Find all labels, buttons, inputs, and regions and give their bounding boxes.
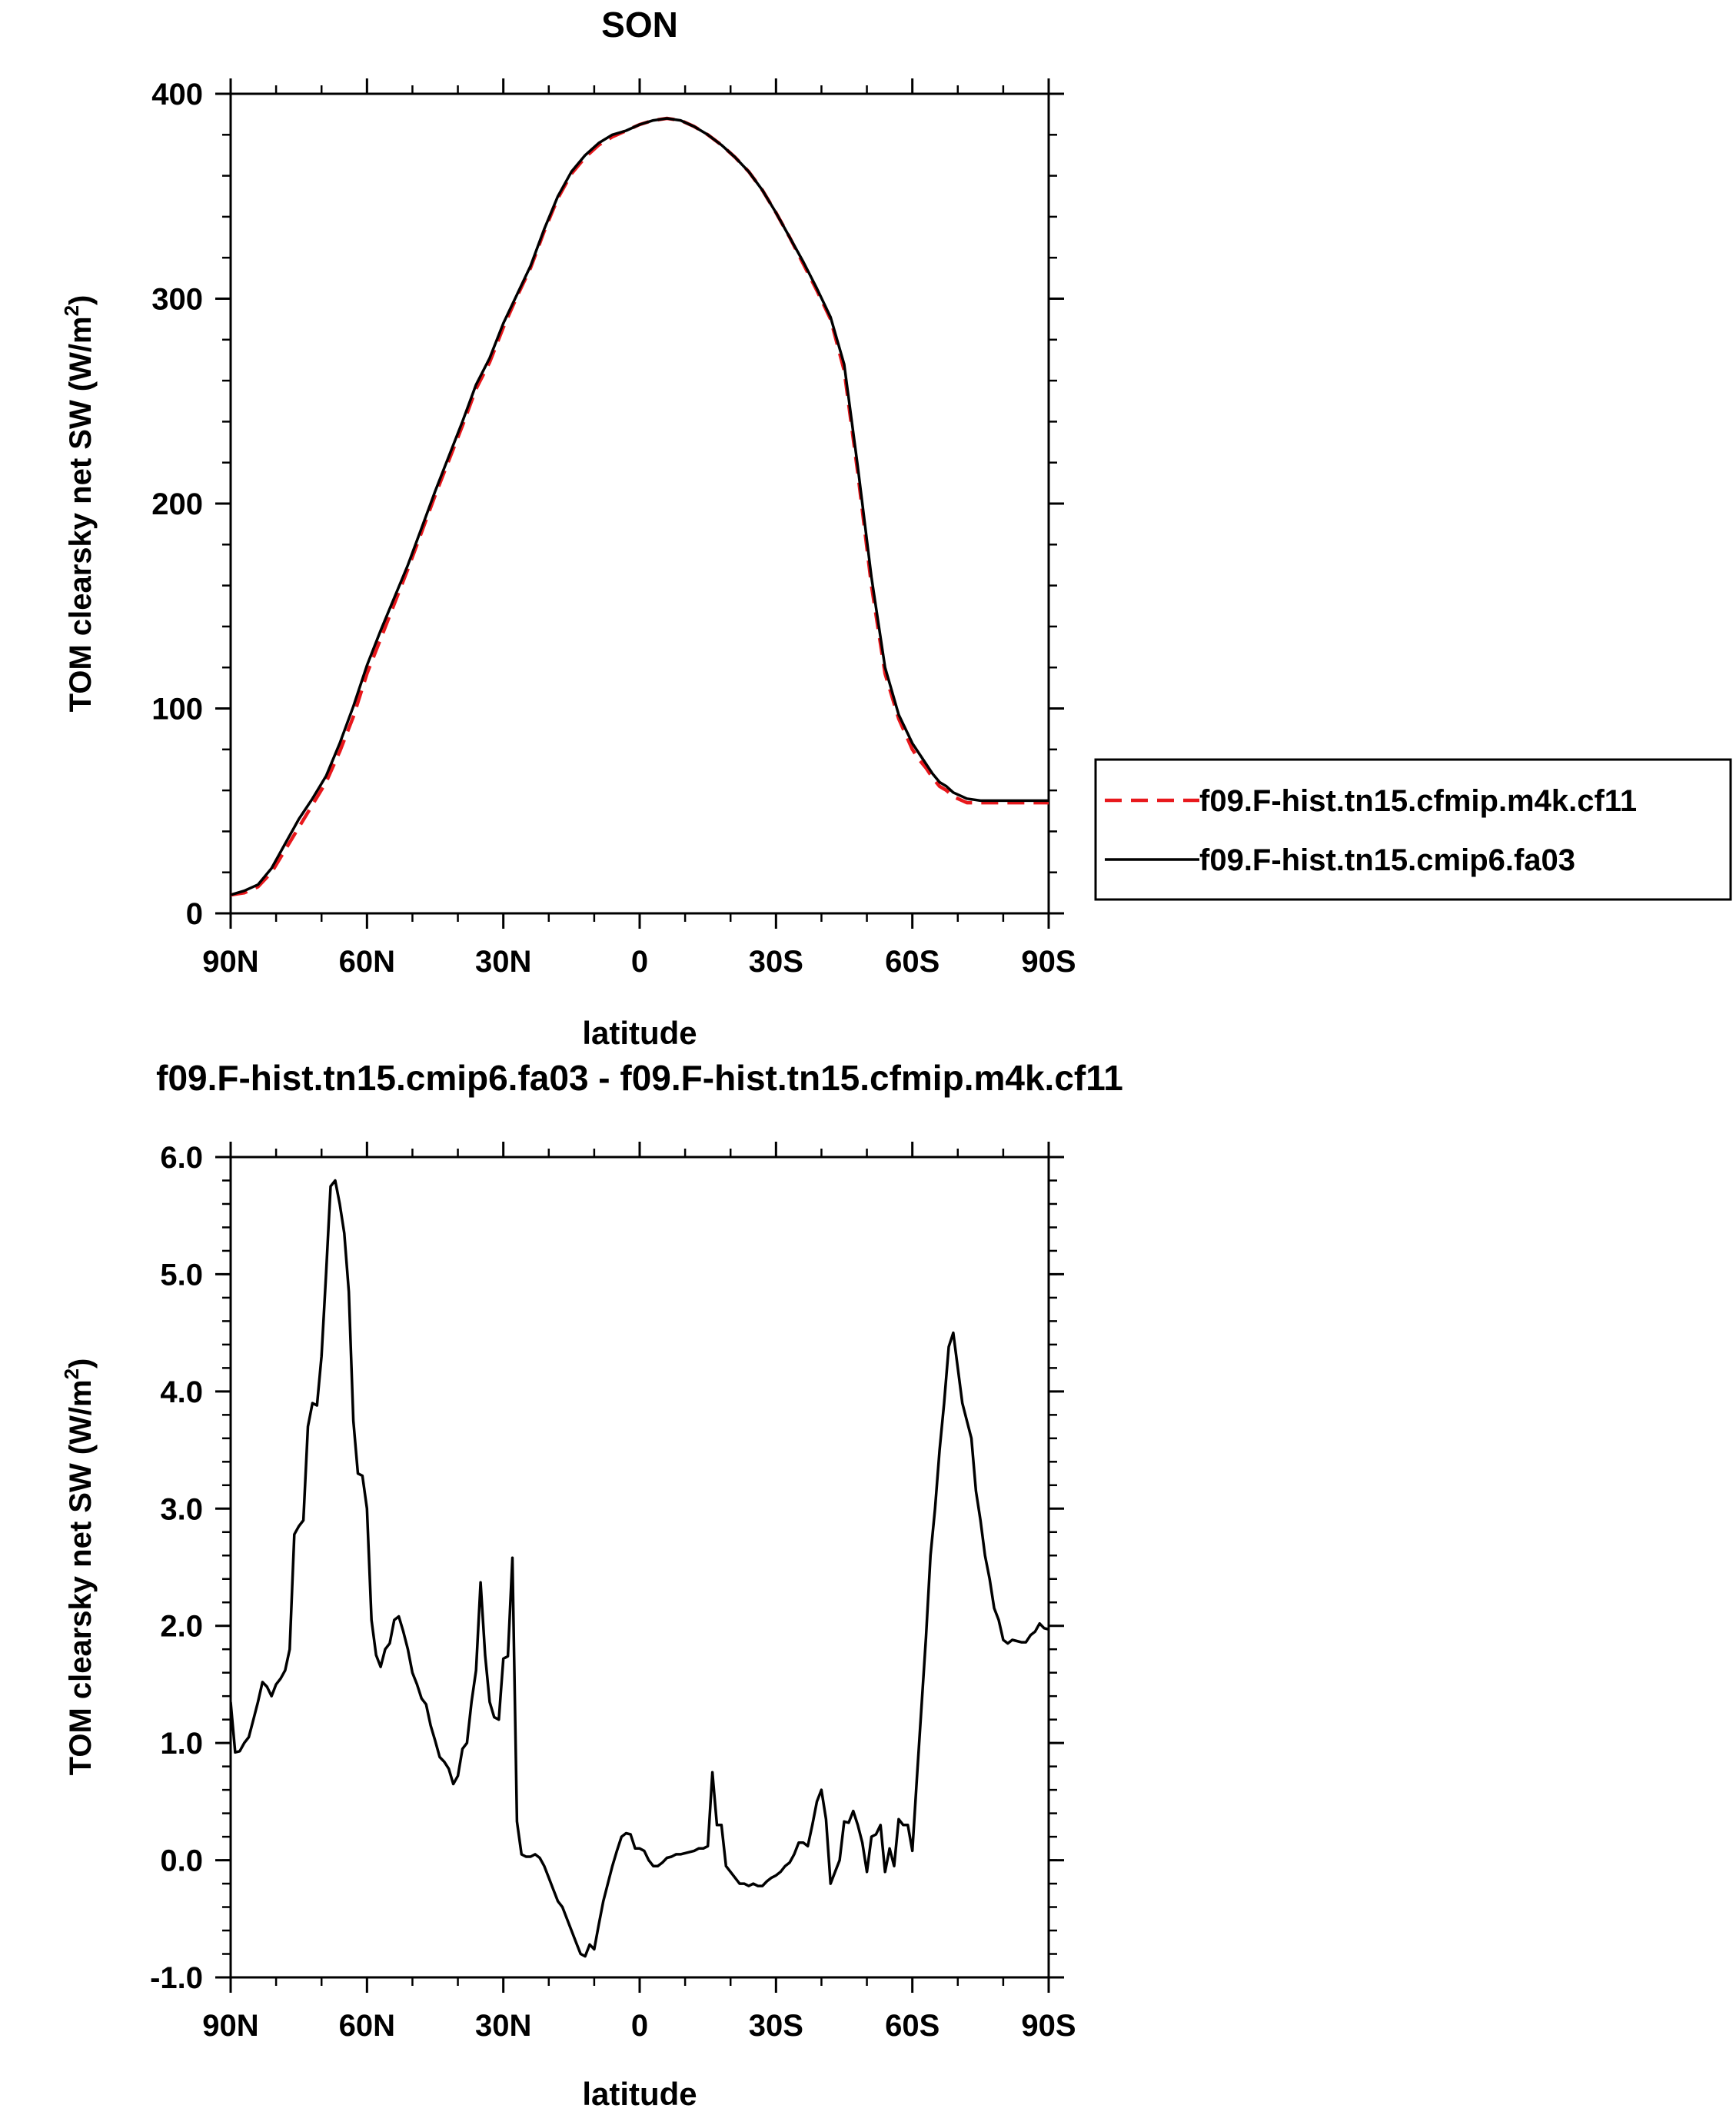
y-axis-label-close: ) bbox=[64, 1358, 98, 1368]
y-tick-label: 6.0 bbox=[160, 1141, 203, 1175]
legend-box bbox=[1094, 758, 1732, 901]
plot-frame bbox=[229, 92, 1050, 915]
legend-label-2: f09.F-hist.tn15.cmip6.fa03 bbox=[1199, 843, 1575, 877]
x-tick-label: 60S bbox=[885, 945, 940, 979]
y-tick-label: 5.0 bbox=[160, 1258, 203, 1292]
y-tick-label: 4.0 bbox=[160, 1375, 203, 1409]
x-tick-label: 90S bbox=[1021, 945, 1076, 979]
y-axis-label-close: ) bbox=[64, 295, 98, 305]
x-tick-label: 90S bbox=[1021, 2009, 1076, 2043]
x-tick-label: 90N bbox=[202, 945, 258, 979]
y-axis-label-main: TOM clearsky net SW (W/m bbox=[64, 316, 98, 712]
y-tick-label: 100 bbox=[151, 693, 203, 727]
x-tick-label: 0 bbox=[631, 945, 648, 979]
y-tick-label: 3.0 bbox=[160, 1492, 203, 1526]
plot-frame bbox=[229, 1156, 1050, 1979]
series-line-2 bbox=[231, 117, 1049, 896]
x-tick-label: 60N bbox=[339, 945, 395, 979]
y-tick-label: 1.0 bbox=[160, 1727, 203, 1761]
x-tick-label: 90N bbox=[202, 2009, 258, 2043]
x-tick-label: 30S bbox=[749, 945, 803, 979]
chart-title: SON bbox=[601, 5, 678, 45]
y-tick-label: 200 bbox=[151, 487, 203, 521]
y-axis-label-superscript: 2 bbox=[60, 1368, 83, 1379]
x-tick-label: 60S bbox=[885, 2009, 940, 2043]
legend-label-1: f09.F-hist.tn15.cfmip.m4k.cf11 bbox=[1199, 784, 1637, 818]
legend: f09.F-hist.tn15.cfmip.m4k.cf11 f09.F-hist… bbox=[1094, 758, 1732, 901]
x-tick-label: 0 bbox=[631, 2009, 648, 2043]
x-axis-label: latitude bbox=[582, 2076, 697, 2111]
chart-panel-1: SON 90N 60N 30N 0 30S 60S 90S 0 100 200 300 400 latit… bbox=[60, 5, 1732, 1051]
chart-title: f09.F-hist.tn15.cmip6.fa03 - f09.F-hist.… bbox=[156, 1058, 1123, 1098]
series-line-1 bbox=[231, 1179, 1049, 1958]
y-axis-label: TOM clearsky net SW (W/m2) bbox=[60, 295, 98, 713]
y-tick-label: 0 bbox=[186, 897, 203, 931]
series-line-1 bbox=[231, 116, 1049, 897]
x-axis-label: latitude bbox=[582, 1015, 697, 1051]
y-axis-label-main: TOM clearsky net SW (W/m bbox=[64, 1379, 98, 1775]
y-tick-label: -1.0 bbox=[150, 1961, 203, 1995]
x-tick-label: 60N bbox=[339, 2009, 395, 2043]
y-tick-label: 400 bbox=[151, 78, 203, 111]
y-tick-label: 2.0 bbox=[160, 1610, 203, 1644]
y-axis-label-superscript: 2 bbox=[60, 305, 83, 316]
x-tick-label: 30S bbox=[749, 2009, 803, 2043]
y-tick-label: 300 bbox=[151, 283, 203, 317]
x-tick-label: 30N bbox=[475, 2009, 531, 2043]
x-tick-label: 30N bbox=[475, 945, 531, 979]
y-axis-label: TOM clearsky net SW (W/m2) bbox=[60, 1358, 98, 1776]
y-tick-label: 0.0 bbox=[160, 1844, 203, 1878]
chart-panel-2: f09.F-hist.tn15.cmip6.fa03 - f09.F-hist.… bbox=[60, 1058, 1123, 2112]
